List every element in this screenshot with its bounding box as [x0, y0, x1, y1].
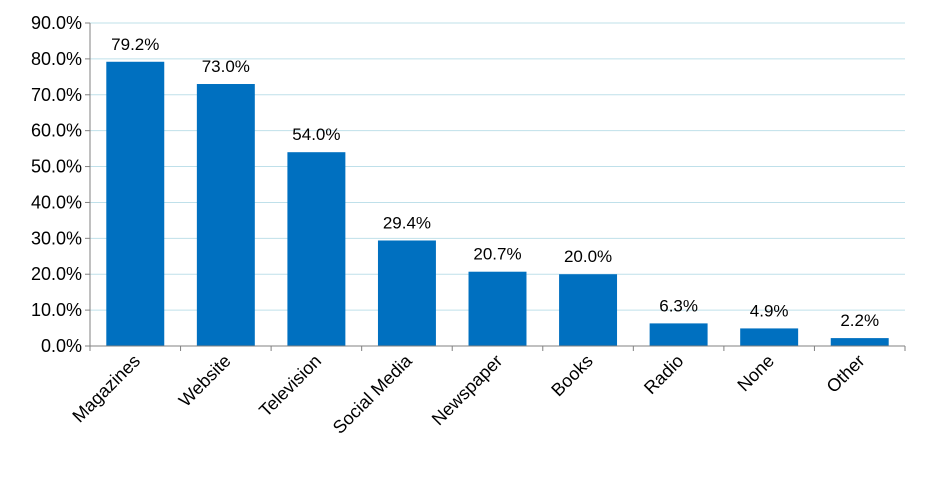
bar-television — [287, 152, 346, 346]
data-label: 79.2% — [111, 35, 159, 54]
bar-books — [559, 274, 618, 346]
y-tick-label: 20.0% — [31, 264, 82, 284]
data-label: 20.7% — [473, 245, 521, 264]
bars — [106, 61, 889, 346]
y-tick-label: 10.0% — [31, 300, 82, 320]
bar-website — [196, 84, 255, 346]
y-tick-label: 40.0% — [31, 192, 82, 212]
y-tick-label: 0.0% — [41, 336, 82, 356]
bar-other — [830, 338, 889, 346]
data-label: 2.2% — [840, 311, 879, 330]
x-tick-label: Other — [823, 351, 869, 397]
y-tick-label: 60.0% — [31, 121, 82, 141]
bar-none — [740, 328, 799, 346]
data-label: 20.0% — [564, 247, 612, 266]
y-tick-label: 70.0% — [31, 85, 82, 105]
bar-radio — [649, 323, 708, 346]
y-tick-label: 50.0% — [31, 157, 82, 177]
data-label: 6.3% — [659, 296, 698, 315]
bar-social-media — [377, 240, 436, 346]
x-tick-label: Books — [547, 351, 597, 401]
y-tick-label: 30.0% — [31, 228, 82, 248]
y-tick-label: 90.0% — [31, 13, 82, 33]
x-tick-label: Newspaper — [428, 351, 507, 430]
x-tick-label: Television — [255, 351, 325, 421]
data-label: 73.0% — [202, 57, 250, 76]
y-tick-label: 80.0% — [31, 49, 82, 69]
x-tick-label: Website — [175, 351, 235, 411]
x-tick-label: Radio — [640, 351, 687, 398]
x-tick-label: Magazines — [68, 351, 144, 427]
x-tick-label: Social Media — [329, 350, 417, 438]
bar-newspaper — [468, 271, 527, 346]
bar-magazines — [106, 61, 165, 346]
data-label: 4.9% — [750, 301, 789, 320]
data-label: 29.4% — [383, 213, 431, 232]
x-tick-label: None — [733, 351, 778, 396]
data-labels: 79.2% 73.0% 54.0% 29.4% 20.7% 20.0% 6.3% 4.9% 2.… — [111, 35, 879, 330]
data-label: 54.0% — [292, 125, 340, 144]
